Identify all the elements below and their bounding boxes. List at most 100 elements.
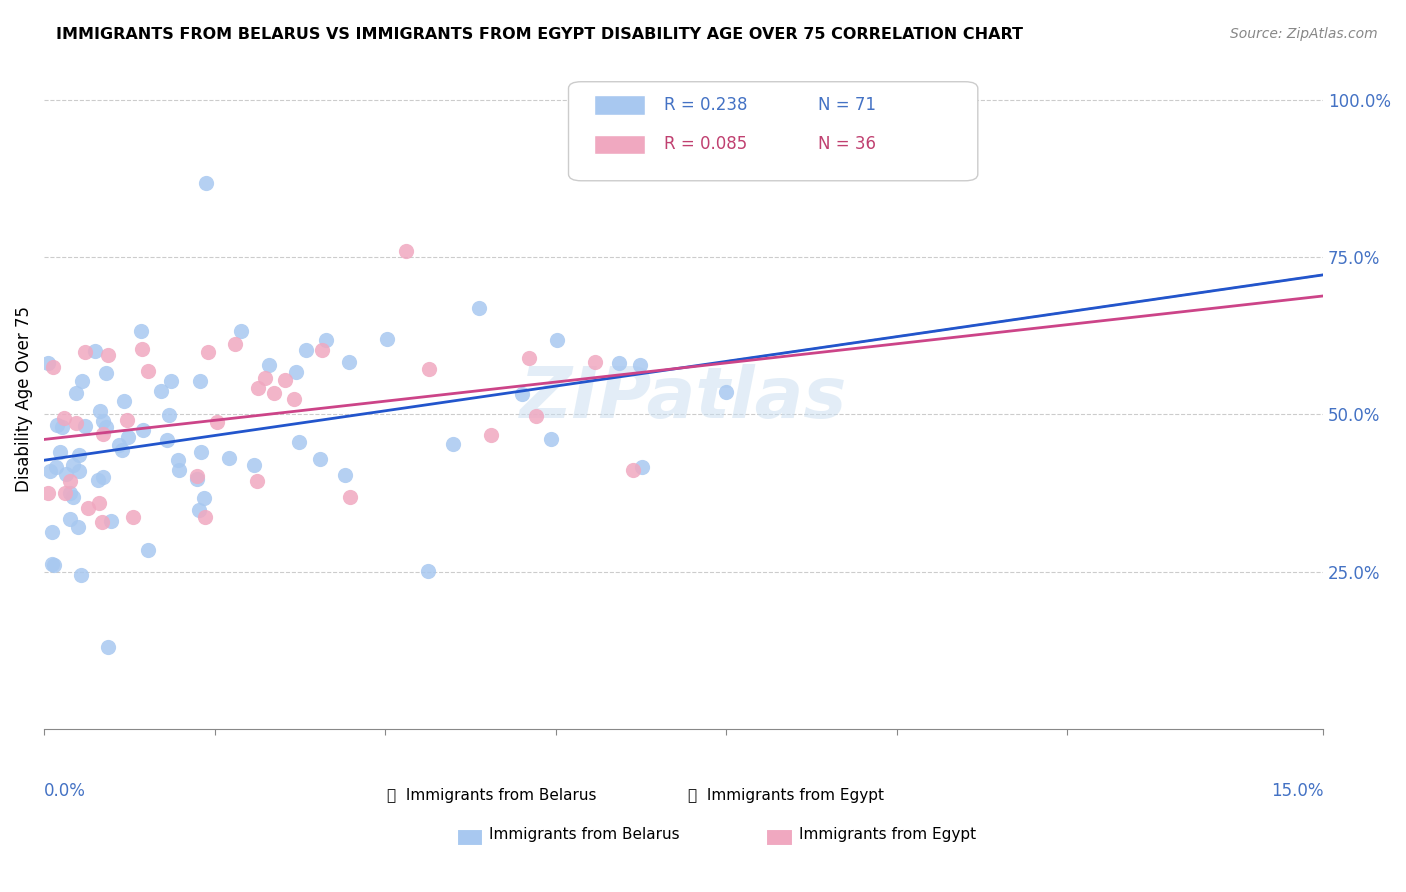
Immigrants from Belarus — [229, 324, 252, 338]
Immigrants from Egypt — [263, 385, 285, 400]
Immigrants from Belarus — [100, 514, 122, 528]
Immigrants from Belarus — [443, 436, 465, 450]
Immigrants from Egypt — [91, 426, 114, 441]
Immigrants from Egypt — [73, 345, 96, 359]
Immigrants from Belarus — [67, 448, 90, 462]
Immigrants from Egypt — [339, 490, 361, 504]
Immigrants from Belarus — [630, 460, 652, 475]
Immigrants from Egypt — [224, 337, 246, 351]
Immigrants from Belarus — [67, 464, 90, 478]
Immigrants from Egypt — [194, 510, 217, 524]
Immigrants from Belarus — [628, 358, 651, 372]
Immigrants from Egypt — [418, 361, 440, 376]
Immigrants from Belarus — [157, 408, 180, 422]
Immigrants from Belarus — [315, 333, 337, 347]
Immigrants from Belarus — [84, 344, 107, 359]
Text: R = 0.085: R = 0.085 — [665, 136, 748, 153]
Immigrants from Belarus — [55, 467, 77, 481]
Immigrants from Belarus — [51, 420, 73, 434]
Immigrants from Belarus — [418, 564, 440, 578]
Immigrants from Egypt — [186, 469, 208, 483]
Immigrants from Belarus — [512, 386, 534, 401]
Immigrants from Belarus — [117, 430, 139, 444]
Immigrants from Belarus — [94, 366, 117, 380]
Immigrants from Belarus — [73, 419, 96, 434]
Immigrants from Belarus — [309, 452, 332, 467]
Immigrants from Egypt — [59, 474, 82, 488]
Immigrants from Belarus — [62, 490, 84, 504]
Immigrants from Belarus — [287, 435, 309, 450]
Immigrants from Belarus — [49, 445, 72, 459]
Immigrants from Belarus — [41, 558, 63, 572]
Immigrants from Belarus — [108, 438, 131, 452]
Immigrants from Belarus — [37, 356, 59, 370]
Text: Source: ZipAtlas.com: Source: ZipAtlas.com — [1230, 27, 1378, 41]
Immigrants from Egypt — [91, 515, 114, 529]
Immigrants from Egypt — [97, 348, 120, 362]
Text: 🟦  Immigrants from Belarus: 🟦 Immigrants from Belarus — [387, 789, 596, 804]
FancyBboxPatch shape — [595, 95, 645, 115]
Immigrants from Belarus — [186, 472, 208, 486]
Immigrants from Belarus — [136, 543, 159, 558]
Immigrants from Belarus — [89, 404, 111, 418]
Immigrants from Belarus — [193, 491, 215, 505]
Immigrants from Egypt — [197, 345, 219, 359]
Immigrants from Egypt — [524, 409, 547, 423]
Immigrants from Belarus — [97, 640, 120, 654]
FancyBboxPatch shape — [595, 135, 645, 154]
Immigrants from Egypt — [205, 415, 228, 429]
Immigrants from Egypt — [517, 351, 540, 365]
Immigrants from Egypt — [115, 413, 138, 427]
Immigrants from Belarus — [468, 301, 491, 315]
Immigrants from Egypt — [311, 343, 333, 358]
Immigrants from Belarus — [160, 374, 183, 388]
Text: 0.0%: 0.0% — [44, 781, 86, 799]
Immigrants from Belarus — [111, 442, 134, 457]
Immigrants from Egypt — [87, 496, 110, 510]
Immigrants from Belarus — [112, 394, 135, 409]
Immigrants from Egypt — [77, 501, 100, 516]
Immigrants from Egypt — [53, 486, 76, 500]
Immigrants from Belarus — [337, 355, 360, 369]
Text: N = 36: N = 36 — [818, 136, 876, 153]
Immigrants from Belarus — [46, 418, 69, 433]
Immigrants from Egypt — [53, 411, 76, 425]
Text: ZIPatlas: ZIPatlas — [520, 364, 848, 434]
Immigrants from Belarus — [44, 558, 66, 572]
Immigrants from Egypt — [583, 355, 606, 369]
Immigrants from Belarus — [129, 324, 152, 338]
Immigrants from Belarus — [59, 512, 82, 526]
Immigrants from Belarus — [39, 464, 62, 478]
Immigrants from Egypt — [247, 381, 270, 395]
Y-axis label: Disability Age Over 75: Disability Age Over 75 — [15, 306, 32, 491]
Immigrants from Egypt — [274, 373, 297, 387]
Immigrants from Belarus — [70, 374, 93, 388]
Immigrants from Belarus — [716, 385, 738, 400]
Immigrants from Egypt — [246, 475, 269, 489]
Immigrants from Egypt — [37, 486, 59, 500]
Immigrants from Egypt — [42, 359, 65, 374]
Immigrants from Belarus — [70, 568, 93, 582]
Text: 15.0%: 15.0% — [1271, 781, 1323, 799]
Immigrants from Belarus — [65, 386, 87, 401]
Immigrants from Egypt — [621, 463, 644, 477]
Immigrants from Belarus — [166, 453, 188, 467]
Immigrants from Belarus — [41, 525, 63, 540]
Immigrants from Belarus — [295, 343, 318, 358]
Text: 🟧  Immigrants from Egypt: 🟧 Immigrants from Egypt — [688, 789, 884, 804]
Immigrants from Belarus — [333, 468, 356, 483]
Immigrants from Belarus — [91, 470, 114, 484]
Immigrants from Egypt — [253, 371, 276, 385]
Immigrants from Belarus — [607, 356, 630, 370]
Text: Immigrants from Egypt: Immigrants from Egypt — [799, 827, 976, 841]
Immigrants from Egypt — [65, 416, 87, 430]
Immigrants from Belarus — [59, 486, 82, 500]
FancyBboxPatch shape — [568, 82, 977, 181]
Text: Immigrants from Belarus: Immigrants from Belarus — [489, 827, 681, 841]
Immigrants from Belarus — [188, 502, 211, 516]
Immigrants from Belarus — [156, 433, 179, 447]
Text: N = 71: N = 71 — [818, 95, 876, 114]
Immigrants from Belarus — [91, 414, 114, 428]
Immigrants from Belarus — [218, 450, 240, 465]
Immigrants from Egypt — [122, 509, 145, 524]
